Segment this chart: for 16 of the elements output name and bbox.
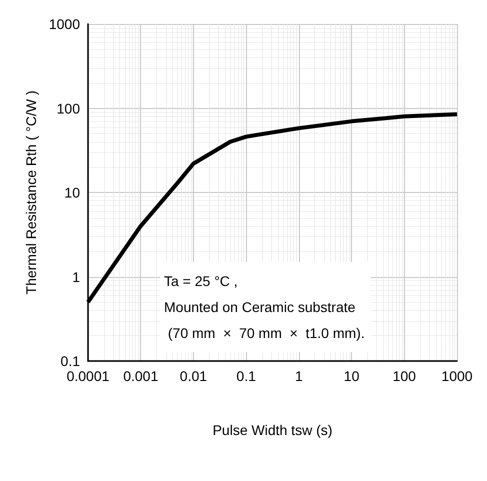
x-tick-label: 100: [392, 368, 416, 384]
annotation: Ta = 25 °C , Mounted on Ceramic substrate (70 mm × 70 mm × t1.0 mm).: [164, 273, 365, 341]
y-tick-label: 0.1: [60, 353, 80, 369]
x-tick-label: 0.1: [236, 368, 256, 384]
x-tick-label: 0.001: [123, 368, 158, 384]
y-tick-label: 1000: [48, 16, 80, 32]
y-tick-label: 100: [56, 100, 80, 116]
x-tick-label: 10: [344, 368, 360, 384]
x-tick-label: 1: [294, 368, 303, 384]
x-tick-label: 0.01: [180, 368, 208, 384]
y-tick-label: 10: [64, 184, 80, 200]
x-axis-title: Pulse Width tsw (s): [212, 422, 332, 438]
x-tick-label: 0.0001: [66, 368, 110, 384]
y-axis-title: Thermal Resistance Rth ( °C/W ): [22, 90, 39, 294]
x-tick-label: 1000: [441, 368, 473, 384]
y-tick-label: 1: [72, 268, 80, 285]
